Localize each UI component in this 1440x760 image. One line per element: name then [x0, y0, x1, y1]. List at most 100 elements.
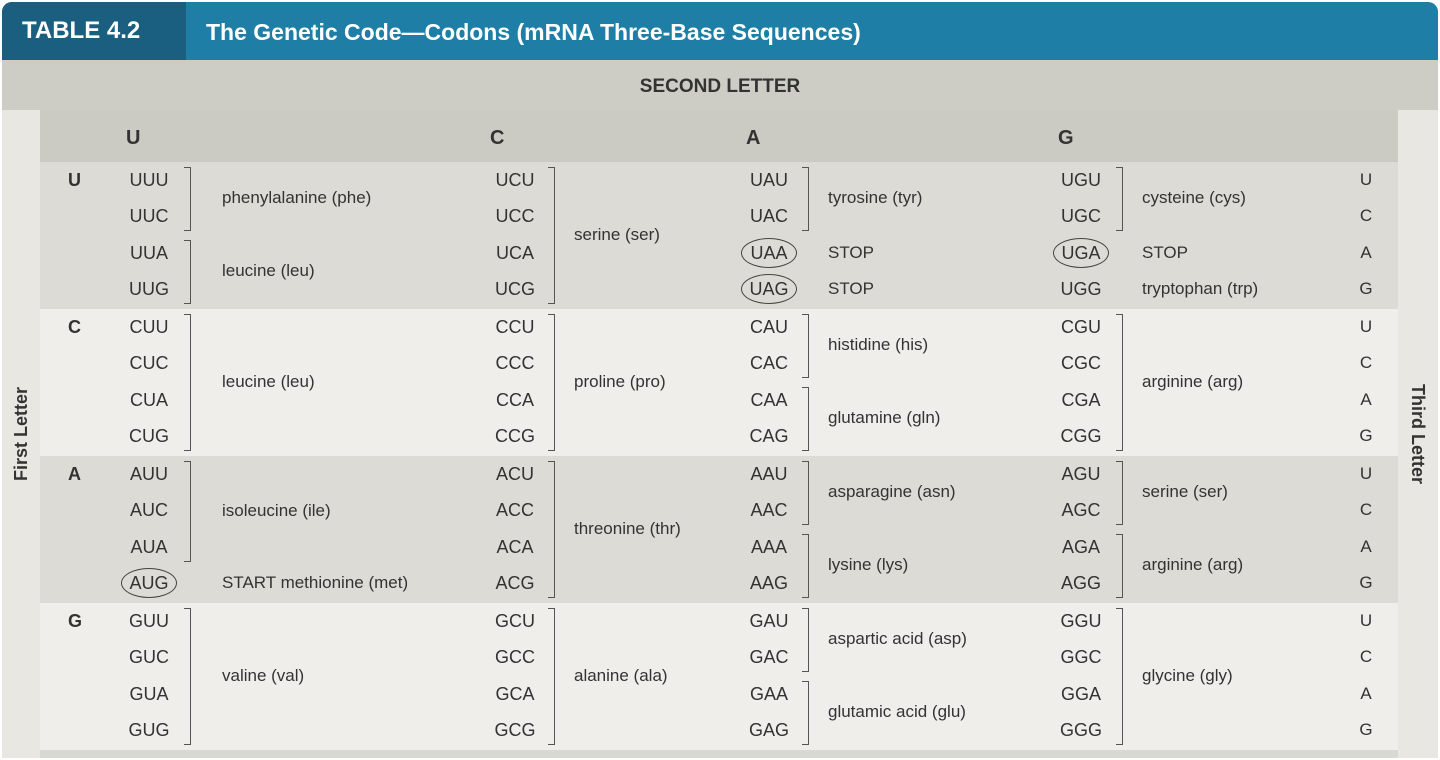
- amino-acid-label: STOP: [828, 243, 874, 262]
- codon-cell: GUA: [129, 684, 169, 704]
- amino-acid-label: histidine (his): [828, 335, 929, 354]
- codon-cell: GGC: [1060, 647, 1102, 667]
- first-letter-c: C: [68, 317, 81, 337]
- codon-cell: CAG: [749, 426, 789, 446]
- codon-cell: UCU: [495, 170, 535, 190]
- amino-acid-label: tyrosine (tyr): [828, 188, 923, 207]
- codon-cell: GGU: [1060, 611, 1102, 631]
- second-letter-label: SECOND LETTER: [639, 76, 801, 97]
- codon-circle-mark: [1053, 238, 1109, 268]
- second-letter-a: A: [746, 127, 761, 149]
- table-title: The Genetic Code—Codons (mRNA Three-Base…: [206, 19, 861, 45]
- codon-cell: ACA: [496, 537, 534, 557]
- codon-group-bracket: [548, 167, 555, 304]
- amino-acid-label: aspartic acid (asp): [828, 629, 967, 648]
- codon-cell: AAG: [749, 573, 788, 593]
- codon-cell: UUG: [129, 279, 169, 299]
- codon-cell: AGU: [1061, 464, 1101, 484]
- third-letter-u: U: [1359, 317, 1373, 336]
- codon-group-bracket: [184, 314, 191, 451]
- codon-cell: UUU: [129, 170, 169, 190]
- codon-cell: CCU: [495, 317, 535, 337]
- codon-cell: GAA: [749, 684, 788, 704]
- codon-group-bracket: [184, 240, 191, 304]
- third-letter-g: G: [1359, 279, 1373, 298]
- codon-cell: CCG: [495, 426, 535, 446]
- codon-cell: UGC: [1061, 206, 1101, 226]
- codon-cell: ACU: [495, 464, 534, 484]
- codon-cell: GCG: [494, 720, 536, 740]
- amino-acid-label: valine (val): [222, 665, 305, 685]
- third-letter-label: Third Letter: [1408, 383, 1428, 484]
- second-letter-header-row: U C A G: [40, 110, 1398, 162]
- second-letter-c: C: [490, 127, 505, 149]
- codon-cell: CAA: [750, 390, 788, 410]
- codon-cell: AGA: [1061, 537, 1100, 557]
- codon-group-bracket: [802, 314, 809, 378]
- first-letter-g: G: [68, 611, 83, 631]
- codon-cell: UUA: [129, 243, 168, 263]
- amino-acid-label: alanine (ala): [574, 665, 668, 685]
- third-letter-u: U: [1359, 170, 1373, 189]
- codon-cell: UCG: [495, 279, 535, 299]
- codon-cell: CUC: [129, 353, 169, 373]
- amino-acid-label: glycine (gly): [1142, 665, 1233, 685]
- first-letter-label: First Letter: [11, 386, 31, 482]
- codon-cell: AAU: [750, 464, 788, 484]
- third-letter-a: A: [1360, 684, 1372, 703]
- table-number: TABLE 4.2: [2, 2, 186, 60]
- first-letter-a: A: [68, 464, 81, 484]
- amino-acid-label: asparagine (asn): [828, 482, 956, 501]
- third-letter-g: G: [1359, 426, 1373, 445]
- third-letter-u: U: [1359, 611, 1373, 630]
- codon-group-bracket: [1116, 461, 1123, 525]
- codon-cell: UGU: [1061, 170, 1101, 190]
- third-letter-u: U: [1359, 464, 1373, 483]
- codon-cell: GCC: [495, 647, 535, 667]
- codon-cell: CGU: [1061, 317, 1101, 337]
- amino-acid-label: serine (ser): [574, 224, 660, 244]
- codon-block-u: U UUU UUC UUA UUG phenylalanine (phe) leucine …: [40, 162, 1398, 309]
- codon-cell: GAU: [749, 611, 789, 631]
- codon-block-a: A AUU AUC AUA AUG isoleucine (ile) START methi…: [40, 456, 1398, 603]
- codon-cell: CUA: [129, 390, 168, 410]
- third-letter-c: C: [1359, 353, 1373, 372]
- codon-cell: UAC: [749, 206, 788, 226]
- title-bar: TABLE 4.2 The Genetic Code—Codons (mRNA …: [2, 2, 1438, 60]
- codon-cell: CCA: [495, 390, 534, 410]
- codon-cell: CGC: [1061, 353, 1101, 373]
- codon-group-bracket: [184, 461, 191, 562]
- amino-acid-label: threonine (thr): [574, 518, 681, 538]
- codon-group-bracket: [1116, 314, 1123, 451]
- codon-circle-mark: [121, 568, 177, 598]
- amino-acid-label: arginine (arg): [1142, 555, 1244, 574]
- codon-cell: AUU: [129, 464, 168, 484]
- codon-cell: AUA: [130, 537, 168, 557]
- amino-acid-label: STOP: [828, 279, 874, 298]
- codon-cell: CGG: [1060, 426, 1102, 446]
- third-letter-g: G: [1359, 720, 1373, 739]
- codon-circle-mark: [741, 238, 797, 268]
- first-letter-strip: First Letter: [2, 110, 40, 758]
- codon-block-g: G GUU GUC GUA GUG valine (val) GCU GCC GCA GCG ala…: [40, 603, 1398, 750]
- codon-block-c: C CUU CUC CUA CUG leucine (leu) CCU CCC CCA CCG pr…: [40, 309, 1398, 456]
- amino-acid-label: START methionine (met): [222, 573, 409, 592]
- amino-acid-label: phenylalanine (phe): [222, 188, 372, 207]
- first-letter-u: U: [68, 170, 81, 190]
- amino-acid-label: isoleucine (ile): [222, 500, 331, 520]
- third-letter-c: C: [1359, 647, 1373, 666]
- codon-cell: ACG: [495, 573, 535, 593]
- codon-group-bracket: [802, 387, 809, 451]
- codon-group-bracket: [548, 608, 555, 745]
- codon-cell: CAC: [749, 353, 788, 373]
- codon-cell: CGA: [1061, 390, 1101, 410]
- codon-group-bracket: [802, 461, 809, 525]
- codon-cell: UGG: [1060, 279, 1102, 299]
- codon-group-bracket: [1116, 167, 1123, 231]
- third-letter-a: A: [1360, 243, 1372, 262]
- codon-group-bracket: [1116, 608, 1123, 745]
- amino-acid-label: lysine (lys): [828, 555, 909, 574]
- amino-acid-label: arginine (arg): [1142, 371, 1244, 391]
- second-letter-g: G: [1058, 127, 1074, 149]
- third-letter-a: A: [1360, 537, 1372, 556]
